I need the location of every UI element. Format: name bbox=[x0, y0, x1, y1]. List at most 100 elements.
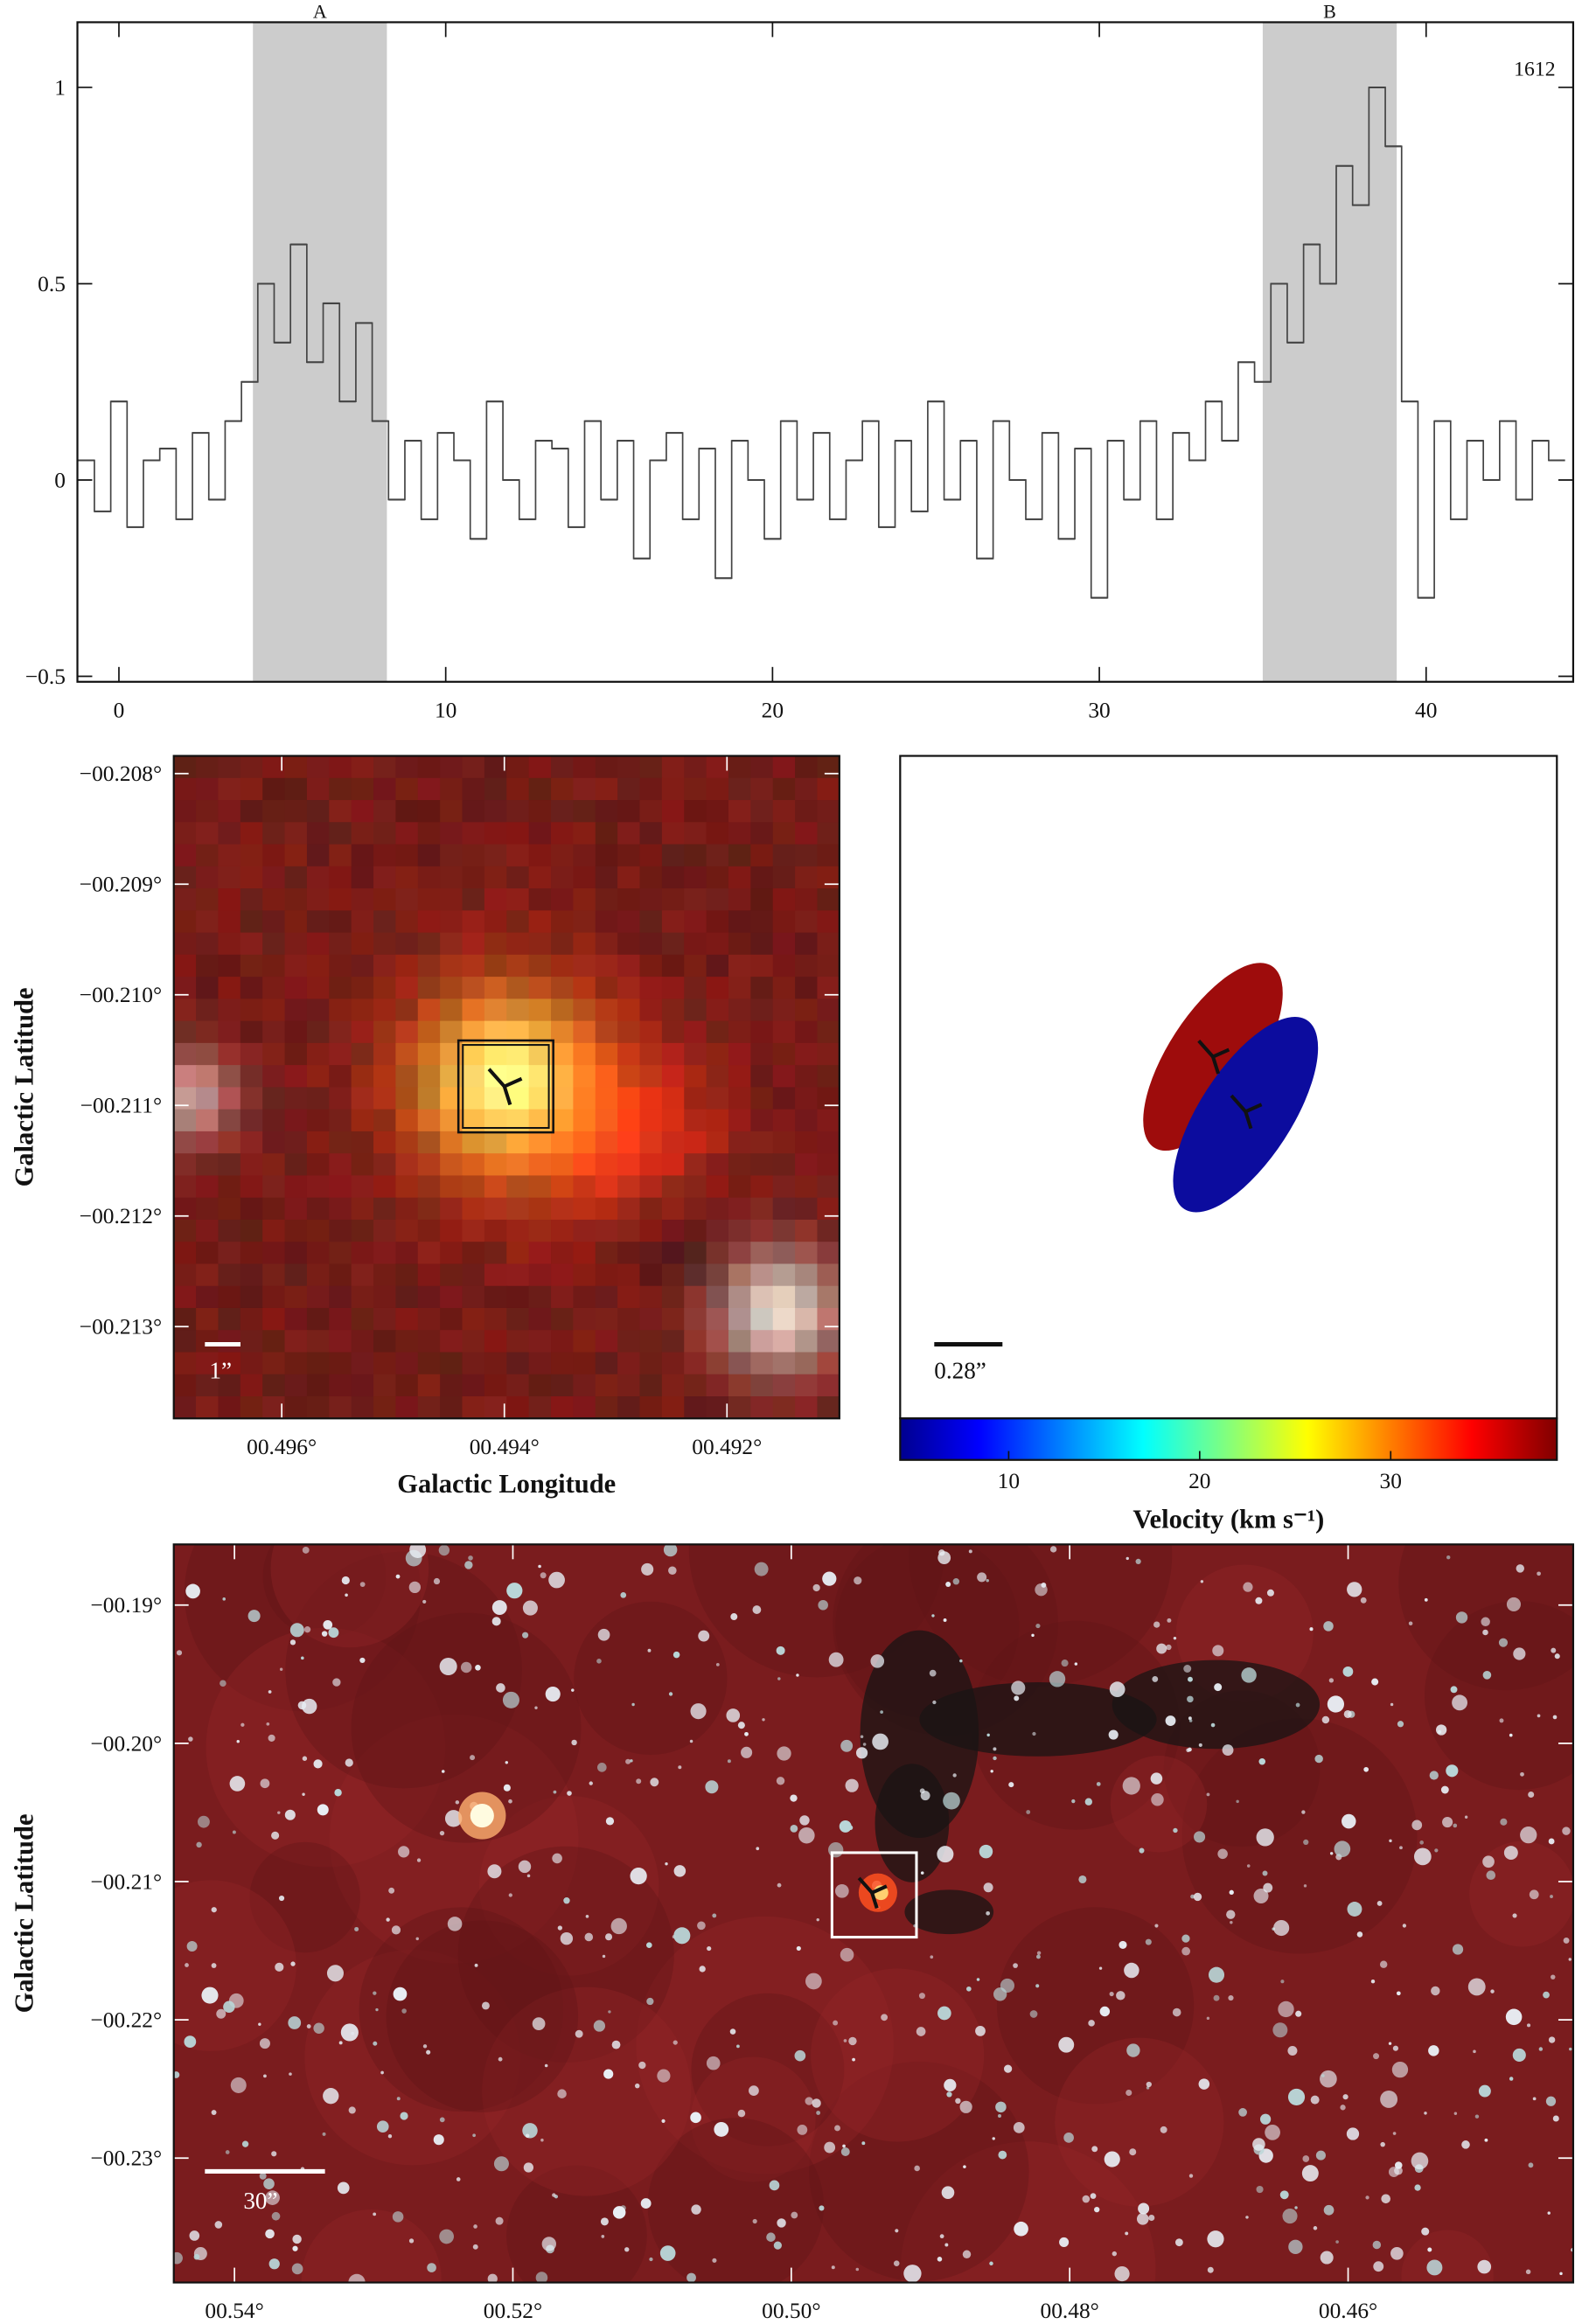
image-pixel bbox=[306, 1263, 331, 1287]
image-pixel bbox=[306, 800, 331, 824]
image-pixel bbox=[706, 822, 729, 845]
image-pixel bbox=[196, 977, 220, 1000]
star bbox=[1061, 1660, 1069, 1667]
star bbox=[1109, 1991, 1114, 1997]
image-pixel bbox=[484, 822, 508, 845]
image-pixel bbox=[595, 800, 619, 824]
star bbox=[668, 1566, 677, 1576]
image-pixel bbox=[528, 777, 553, 802]
image-pixel bbox=[395, 1219, 419, 1243]
image-pixel bbox=[684, 1197, 707, 1221]
image-pixel bbox=[772, 1042, 797, 1067]
image-pixel bbox=[551, 755, 575, 779]
image-pixel bbox=[617, 1197, 641, 1221]
image-pixel bbox=[218, 1396, 241, 1419]
star bbox=[1500, 1818, 1508, 1826]
star bbox=[707, 1945, 712, 1952]
image-pixel bbox=[373, 1020, 397, 1044]
image-pixel bbox=[528, 1263, 553, 1287]
image-pixel bbox=[551, 822, 575, 845]
star bbox=[302, 1546, 310, 1554]
image-pixel bbox=[284, 822, 308, 845]
image-pixel bbox=[684, 1065, 707, 1089]
image-pixel bbox=[373, 910, 397, 934]
star bbox=[699, 1966, 706, 1973]
image-pixel bbox=[262, 1374, 286, 1398]
image-pixel bbox=[528, 755, 553, 779]
image-pixel bbox=[772, 1396, 797, 1419]
image-panel bbox=[173, 755, 840, 1419]
star bbox=[881, 2014, 889, 2021]
image-pixel bbox=[706, 1131, 729, 1155]
image-pixel bbox=[196, 1242, 220, 1265]
star bbox=[776, 1777, 785, 1785]
image-pixel bbox=[329, 1087, 352, 1110]
image-pixel bbox=[395, 755, 419, 779]
marker-arm bbox=[487, 1068, 506, 1088]
star bbox=[776, 1646, 785, 1655]
star bbox=[185, 1963, 189, 1967]
image-pixel bbox=[417, 1087, 442, 1110]
image-pixel bbox=[750, 977, 774, 1000]
image-pixel bbox=[750, 1352, 774, 1375]
image-pixel bbox=[373, 1153, 397, 1177]
star bbox=[1327, 1695, 1345, 1713]
star bbox=[225, 2150, 230, 2154]
star bbox=[271, 1831, 280, 1840]
image-pixel bbox=[373, 866, 397, 890]
image-pixel bbox=[728, 1285, 752, 1309]
image-pixel bbox=[795, 1087, 819, 1110]
image-pixel bbox=[284, 1263, 308, 1287]
image-pixel bbox=[440, 1374, 463, 1398]
nebula bbox=[1469, 1840, 1573, 1947]
image-pixel bbox=[795, 822, 819, 845]
star bbox=[265, 2229, 275, 2239]
star bbox=[176, 1650, 183, 1656]
star bbox=[184, 2035, 197, 2048]
star bbox=[427, 2263, 436, 2272]
image-pixel bbox=[551, 1374, 575, 1398]
marker-arm bbox=[1244, 1110, 1253, 1130]
image-pixel bbox=[262, 1065, 286, 1089]
image-pixel bbox=[373, 822, 397, 845]
star bbox=[777, 1882, 782, 1888]
star bbox=[387, 2134, 393, 2139]
star bbox=[313, 1759, 323, 1769]
image-pixel bbox=[417, 1197, 442, 1221]
star bbox=[647, 1648, 652, 1653]
image-pixel bbox=[506, 888, 530, 912]
image-pixel bbox=[573, 1020, 596, 1044]
image-pixel bbox=[284, 755, 308, 779]
star bbox=[532, 2017, 546, 2031]
star bbox=[275, 1962, 284, 1972]
image-pixel bbox=[795, 755, 819, 779]
image-pixel bbox=[817, 1175, 840, 1199]
image-pixel bbox=[795, 1352, 819, 1375]
image-pixel bbox=[617, 777, 641, 802]
star bbox=[697, 1921, 706, 1931]
image-pixel bbox=[528, 1219, 553, 1243]
star bbox=[673, 1865, 686, 1877]
image-pixel bbox=[262, 1175, 286, 1199]
star bbox=[236, 1739, 240, 1743]
image-pixel bbox=[728, 1131, 752, 1155]
image-pixel bbox=[595, 1330, 619, 1353]
star bbox=[422, 2044, 428, 2049]
image-pixel bbox=[684, 998, 707, 1022]
image-pixel bbox=[728, 1330, 752, 1353]
image-pixel bbox=[417, 1065, 442, 1089]
image-pixel bbox=[417, 1153, 442, 1177]
image-pixel bbox=[306, 1175, 331, 1199]
star bbox=[475, 1664, 481, 1671]
image-pixel bbox=[817, 1109, 840, 1132]
image-pixel bbox=[617, 822, 641, 845]
image-pixel bbox=[595, 1153, 619, 1177]
image-pixel bbox=[417, 866, 442, 890]
star bbox=[1464, 1815, 1468, 1819]
image-pixel bbox=[573, 1153, 596, 1177]
star bbox=[395, 1574, 401, 1579]
nebula bbox=[262, 1544, 387, 1639]
star bbox=[944, 2078, 957, 2092]
image-pixel bbox=[728, 1263, 752, 1287]
star bbox=[979, 1844, 993, 1859]
